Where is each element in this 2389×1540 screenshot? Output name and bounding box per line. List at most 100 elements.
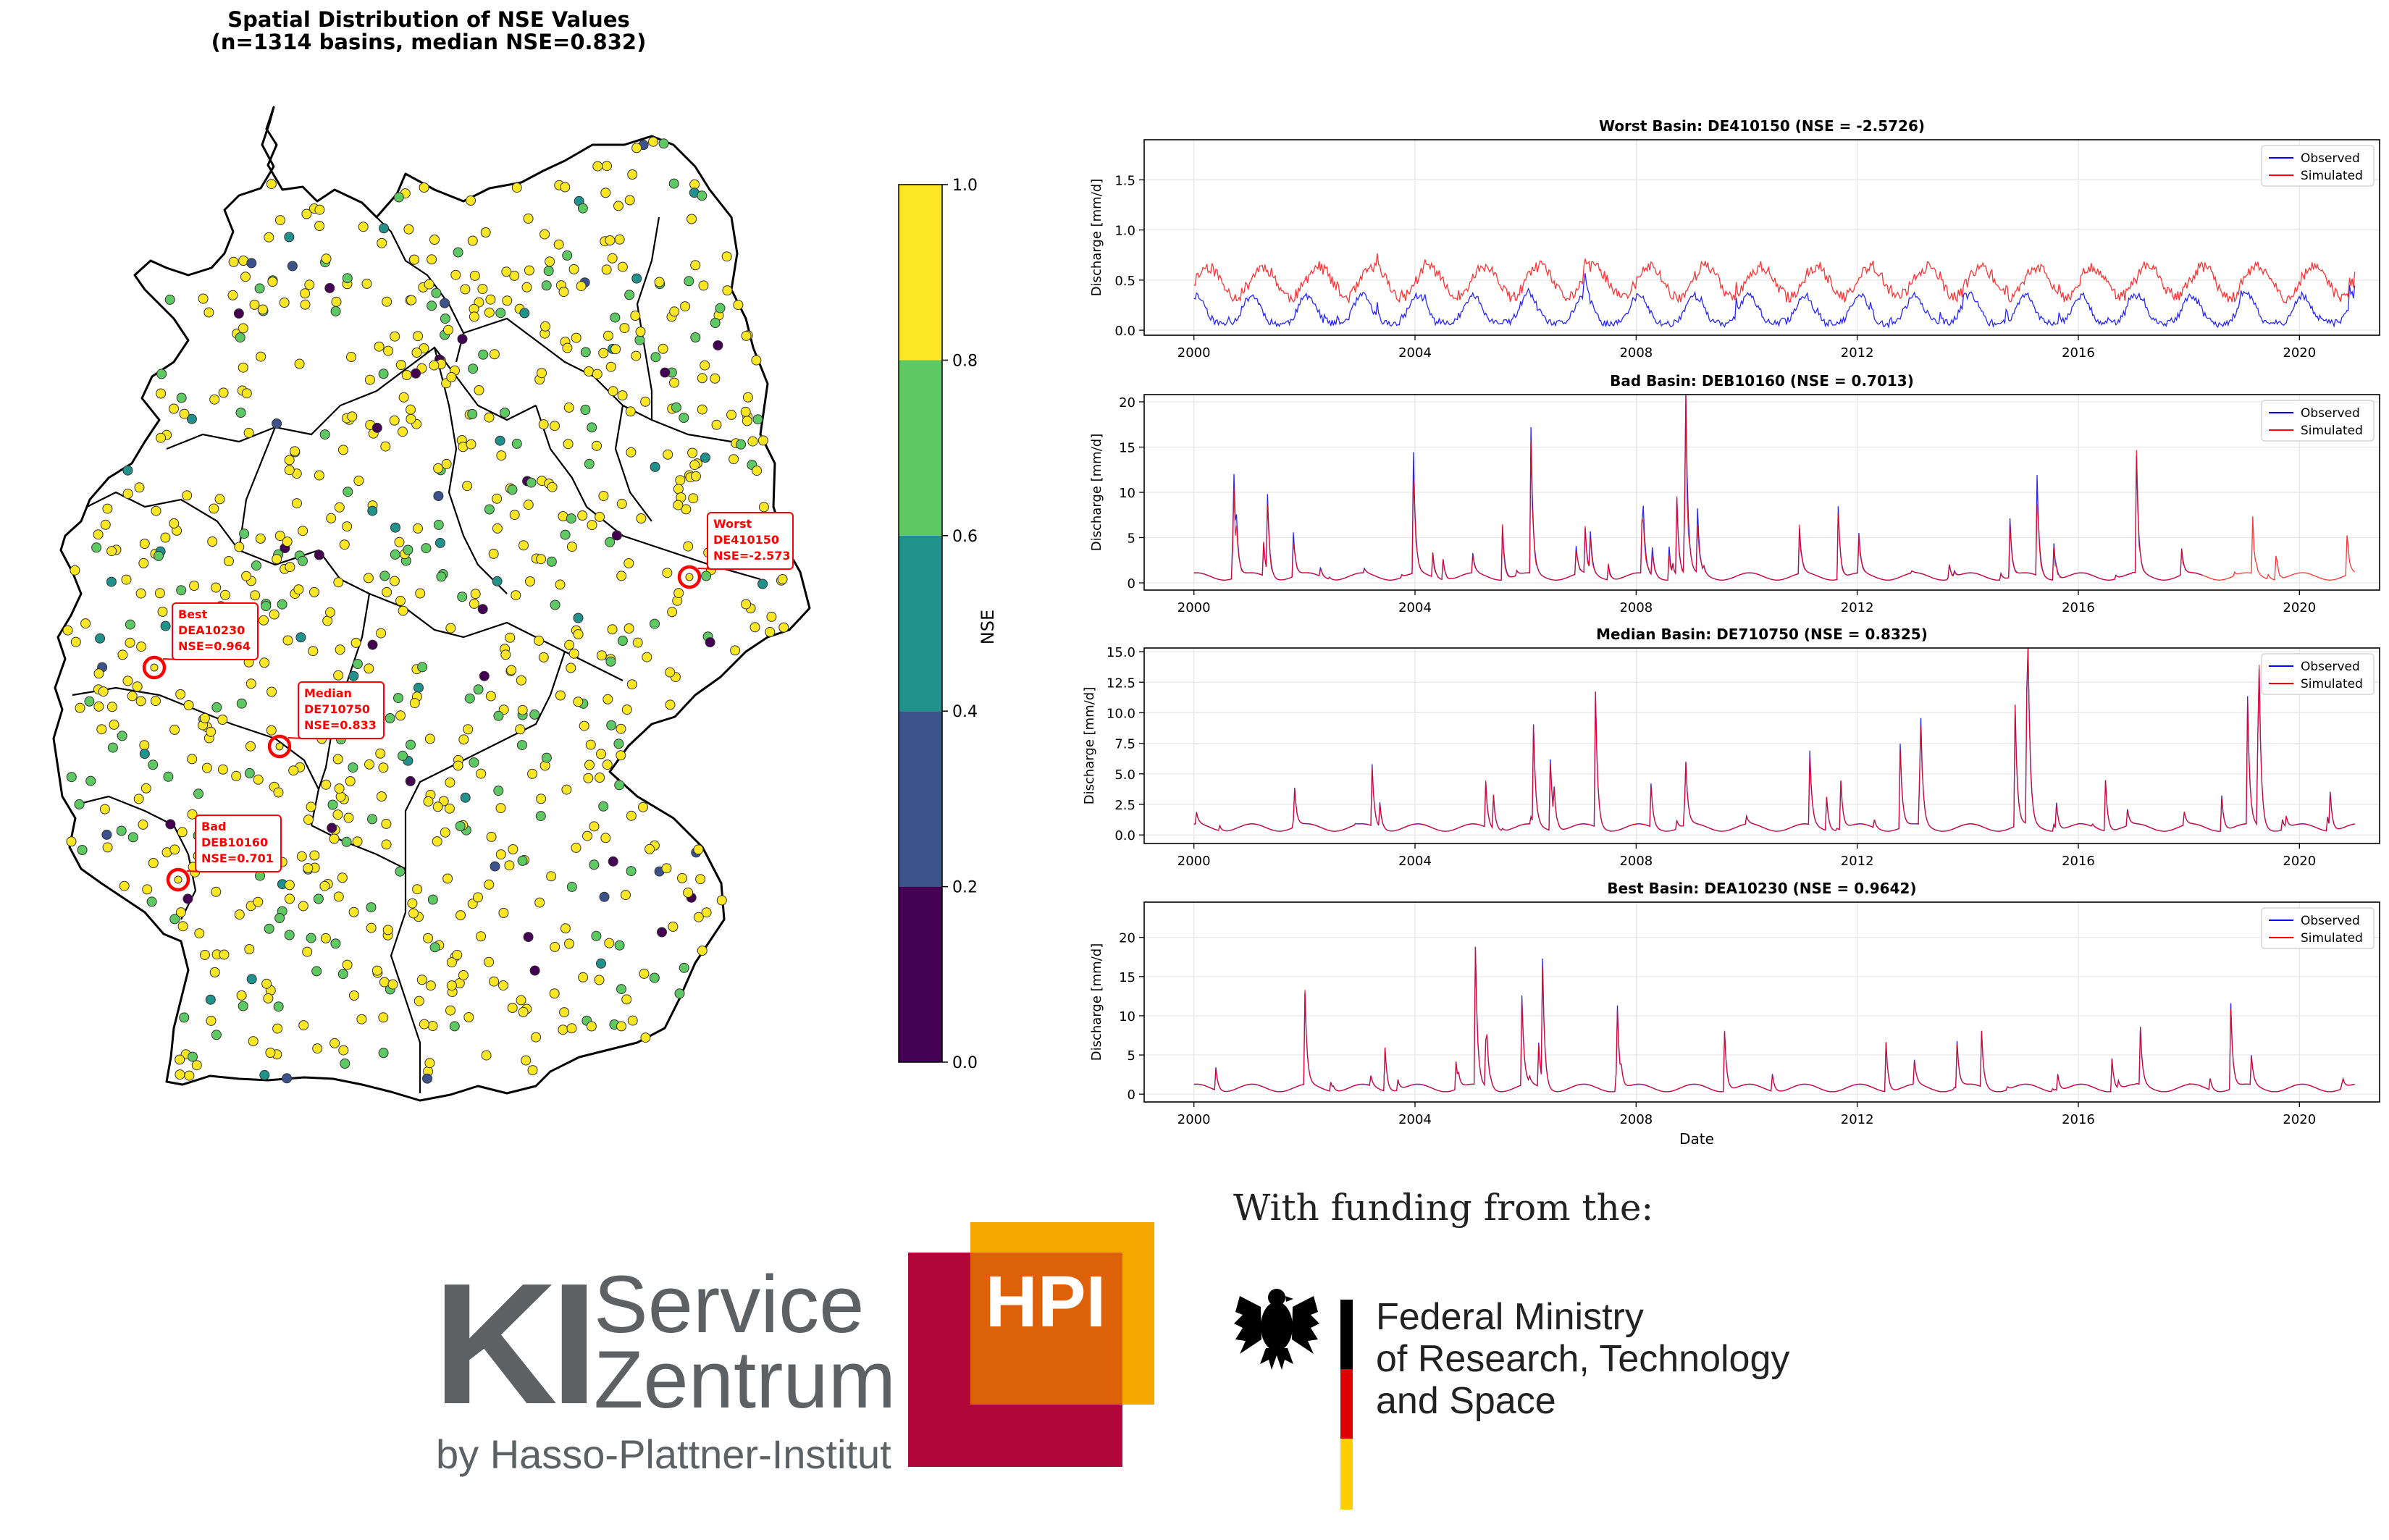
basin-point (211, 886, 222, 897)
basin-point (364, 759, 374, 770)
map-title-line1: Spatial Distribution of NSE Values (227, 7, 630, 32)
basin-point (200, 949, 210, 960)
basin-point (277, 599, 287, 610)
basin-point (516, 995, 526, 1006)
basin-point (334, 502, 345, 513)
basin-point (550, 941, 560, 952)
basin-point (665, 667, 676, 678)
hpi-text: HPI (986, 1261, 1107, 1342)
basin-point (245, 678, 256, 689)
basin-point (352, 659, 363, 669)
basin-point (466, 439, 476, 450)
colorbar-segment (899, 185, 942, 361)
basin-point (457, 592, 468, 602)
ki-service-text: Service (594, 1259, 864, 1350)
basin-point (393, 693, 403, 704)
basin-point (549, 988, 560, 999)
basin-point (519, 308, 530, 319)
basin-point (563, 439, 574, 450)
basin-point (705, 637, 715, 648)
basin-point (348, 670, 359, 681)
basin-point (285, 562, 295, 573)
basin-point (284, 232, 295, 243)
basin-point (186, 413, 197, 424)
basin-point (602, 161, 612, 172)
basin-point (592, 161, 603, 172)
basin-point (314, 204, 325, 215)
basin-point (458, 970, 469, 980)
basin-point (440, 827, 450, 838)
basin-point (468, 363, 479, 374)
x-tick-label: 2016 (2062, 600, 2095, 615)
basin-point (561, 784, 572, 795)
basin-point (411, 348, 422, 358)
basin-point (379, 571, 390, 581)
basin-point (660, 367, 671, 378)
basin-point (601, 264, 612, 275)
basin-point (238, 323, 248, 334)
basin-point (477, 284, 488, 295)
legend-label-simulated: Simulated (2301, 677, 2363, 691)
basin-point (595, 511, 605, 522)
basin-point (306, 801, 316, 812)
basin-point (273, 787, 284, 798)
basin-point (600, 833, 611, 843)
basin-point (169, 724, 180, 735)
basin-point (156, 432, 167, 443)
panel-frame (1143, 139, 2380, 336)
basin-point (679, 962, 689, 973)
basin-point (284, 930, 295, 941)
basin-point (562, 250, 573, 261)
basin-point (366, 902, 377, 913)
basin-point (484, 307, 495, 318)
basin-point (314, 550, 324, 560)
basin-point (625, 406, 636, 417)
basin-point (484, 504, 495, 515)
basin-point (255, 533, 266, 544)
basin-point (251, 560, 261, 571)
basin-point (621, 994, 632, 1005)
y-tick-label: 0.5 (1114, 274, 1135, 289)
basin-point (446, 957, 457, 968)
annotation-box (172, 602, 259, 660)
basin-point (654, 277, 665, 287)
basin-point (523, 213, 534, 224)
y-tick-label: 0.0 (1114, 324, 1135, 339)
basin-point (93, 529, 104, 540)
basin-point (687, 447, 698, 458)
basin-point (179, 408, 190, 419)
basin-point (401, 370, 412, 380)
basin-point (346, 352, 356, 362)
hpi-overlap-square (970, 1253, 1122, 1405)
basin-point (584, 458, 595, 469)
basin-point (484, 956, 495, 967)
basin-point (766, 611, 777, 622)
basin-point (175, 689, 186, 699)
basin-point (577, 510, 588, 521)
basin-point (501, 266, 512, 277)
basin-point (160, 620, 171, 631)
basin-point (721, 251, 732, 262)
basin-point (624, 558, 634, 568)
basin-point (493, 786, 504, 796)
basin-point (469, 757, 479, 768)
basin-point (449, 1021, 460, 1032)
basin-point (600, 188, 611, 198)
basin-point (599, 891, 610, 902)
x-tick-label: 2016 (2062, 345, 2095, 361)
basin-point (608, 856, 618, 867)
basin-point (467, 235, 478, 246)
basin-point (433, 491, 444, 502)
basin-point (337, 969, 348, 980)
basin-point (591, 930, 602, 941)
basin-point (695, 874, 706, 885)
basin-point (345, 776, 356, 786)
basin-point (236, 698, 247, 709)
annotation-text: DE410150 (713, 533, 779, 547)
y-tick-label: 20 (1119, 395, 1135, 411)
basin-point (541, 280, 552, 291)
x-tick-label: 2004 (1398, 600, 1432, 615)
basin-point (341, 836, 352, 847)
basin-point (573, 697, 584, 707)
basin-point (626, 866, 637, 877)
